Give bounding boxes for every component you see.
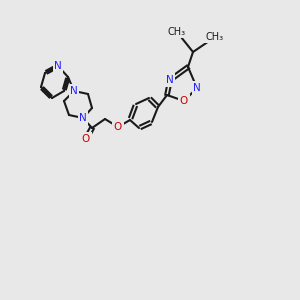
Text: O: O <box>82 134 90 144</box>
Text: O: O <box>114 122 122 132</box>
Text: N: N <box>54 61 62 71</box>
Text: CH₃: CH₃ <box>168 27 186 37</box>
Text: N: N <box>79 113 87 123</box>
Text: N: N <box>193 83 201 93</box>
Text: N: N <box>166 75 174 85</box>
Text: O: O <box>180 96 188 106</box>
Text: N: N <box>70 86 78 96</box>
Text: CH₃: CH₃ <box>206 32 224 42</box>
